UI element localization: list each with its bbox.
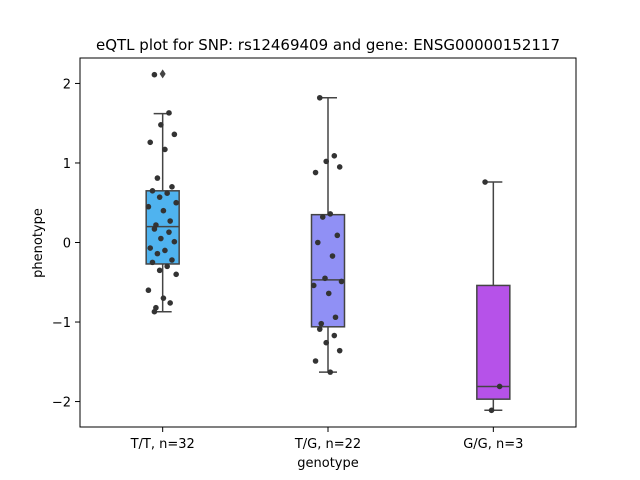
data-point — [312, 358, 319, 364]
y-tick-label: 0 — [63, 237, 71, 252]
x-tick-label: T/G, n=22 — [294, 437, 361, 452]
data-point — [331, 153, 338, 159]
data-point — [167, 300, 173, 306]
data-point — [164, 263, 170, 270]
data-point — [162, 247, 168, 254]
data-point — [156, 194, 163, 200]
data-point — [160, 295, 167, 301]
data-point — [336, 347, 343, 354]
data-point — [488, 407, 495, 414]
x-axis-label: genotype — [297, 456, 358, 471]
data-point — [154, 175, 161, 181]
data-point — [145, 203, 152, 210]
outlier-marker — [159, 69, 166, 79]
data-point — [496, 383, 503, 390]
data-point — [147, 139, 154, 146]
data-point — [332, 314, 339, 321]
y-tick-label: −1 — [52, 316, 71, 331]
data-point — [173, 199, 179, 206]
data-point — [169, 184, 175, 190]
data-point — [145, 287, 152, 294]
data-point — [164, 190, 170, 196]
data-point — [338, 278, 345, 285]
data-point — [151, 308, 158, 315]
data-point — [166, 110, 172, 116]
y-axis-label: phenotype — [31, 208, 46, 278]
data-point — [322, 275, 328, 282]
y-tick-label: 1 — [63, 157, 71, 172]
iqr-box — [310, 213, 346, 328]
data-point — [173, 271, 179, 278]
chart-title: eQTL plot for SNP: rs12469409 and gene: … — [96, 36, 560, 54]
y-tick-label: −2 — [52, 396, 71, 411]
data-point — [315, 239, 321, 246]
iqr-box — [476, 284, 511, 400]
box-group — [476, 181, 511, 412]
data-point — [316, 94, 323, 101]
data-point — [158, 235, 164, 242]
data-point — [482, 179, 488, 185]
data-point — [149, 259, 156, 266]
data-point — [158, 122, 164, 128]
data-point — [171, 131, 178, 138]
data-point — [336, 164, 343, 170]
box-group — [310, 97, 346, 373]
data-point — [327, 211, 334, 217]
data-point — [169, 257, 175, 263]
data-point — [167, 218, 173, 224]
data-point — [147, 245, 154, 251]
data-point — [319, 214, 326, 220]
data-point — [162, 146, 168, 153]
data-point — [318, 320, 325, 327]
data-point — [316, 326, 323, 332]
x-tick-label: T/T, n=32 — [130, 437, 195, 452]
data-point — [327, 369, 334, 375]
data-point — [325, 290, 332, 297]
x-tick-label: G/G, n=3 — [463, 437, 523, 452]
data-point — [154, 250, 161, 257]
data-point — [310, 282, 317, 289]
data-point — [151, 71, 158, 78]
data-point — [323, 158, 330, 165]
data-point — [166, 229, 172, 235]
y-tick-label: 2 — [63, 77, 71, 92]
data-point — [151, 226, 158, 232]
data-point — [312, 169, 319, 176]
data-point — [331, 332, 338, 339]
data-point — [149, 188, 156, 194]
data-point — [323, 339, 330, 346]
data-point — [171, 238, 178, 245]
data-point — [156, 267, 163, 274]
data-point — [334, 232, 341, 239]
data-point — [160, 207, 167, 214]
data-point — [329, 253, 336, 259]
